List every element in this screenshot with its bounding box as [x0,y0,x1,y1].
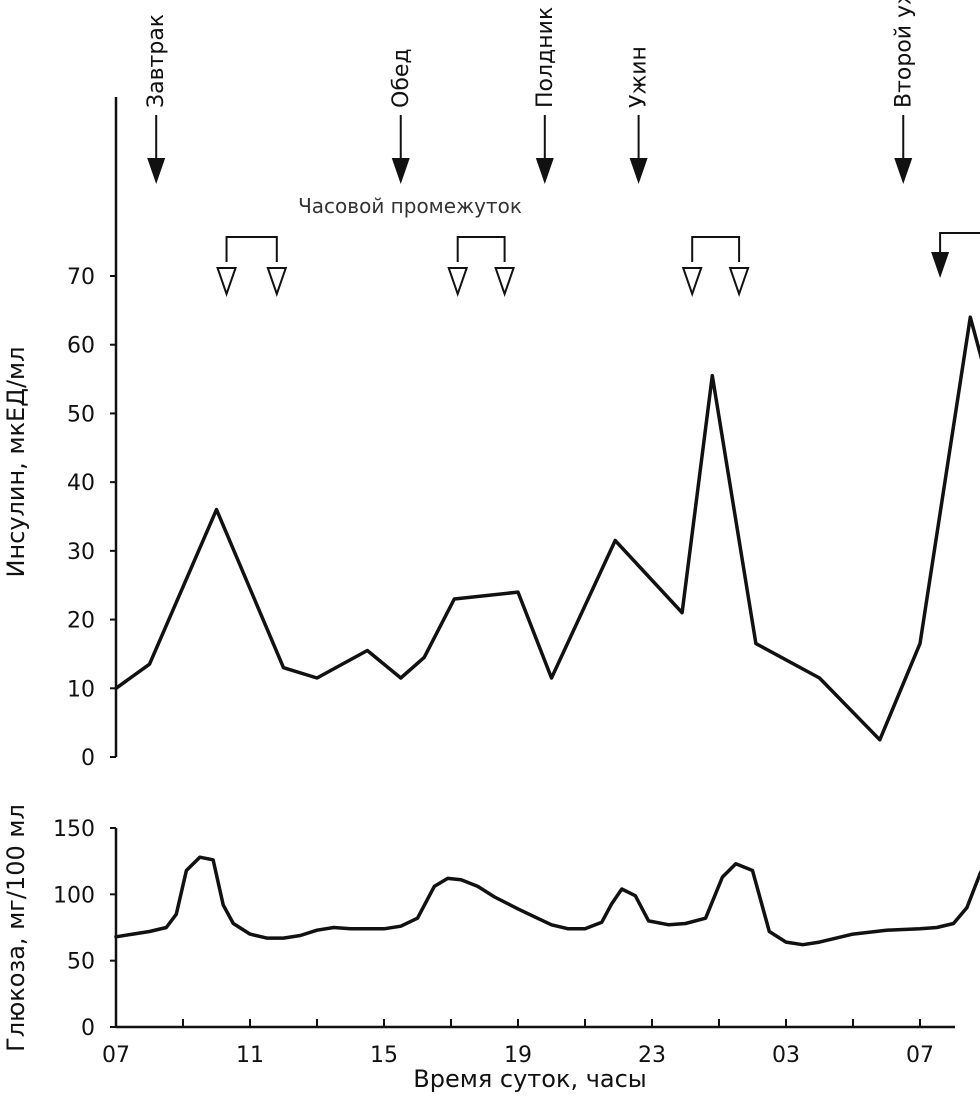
snack-arrow-icon [728,267,750,298]
glucose-y-tick-label: 150 [53,817,95,842]
insulin-y-tick-label: 20 [67,609,95,634]
snack-arrow-icon [447,267,469,298]
meal-label: Обед [389,48,414,108]
insulin-y-tick-label: 30 [67,540,95,565]
insulin-y-tick-label: 40 [67,471,95,496]
meal-label: Завтрак [144,14,169,108]
glucose-y-axis-title: Глюкоза, мг/100 мл [2,804,30,1052]
snack-interval-label: Часовой промежуток [298,194,522,218]
snack-arrow-icon [681,267,703,298]
insulin-axes: 0 10 20 30 40 50 60 70 Инсулин, мкЕД/мл [2,97,118,771]
insulin-y-axis-title: Инсулин, мкЕД/мл [2,347,30,578]
insulin-y-tick-label: 70 [67,265,95,290]
insulin-y-tick-label: 60 [67,334,95,359]
meal-arrow-icon [629,158,648,184]
glucose-y-tick-label: 50 [67,950,95,975]
snack-arrow-icon [494,267,516,298]
glucose-x-tick-label: 03 [772,1043,800,1068]
glucose-y-tick-label: 100 [53,883,95,908]
meal-arrow-icon [535,158,554,184]
meal-label: Полдник [533,7,558,108]
events-annotations: Завтрак Обед Полдник Ужин Второй ужин Часовой… [144,0,980,298]
glucose-x-tick-label: 07 [102,1043,130,1068]
glucose-y-tick-label: 0 [81,1016,95,1041]
sleep-arrow-icon [931,252,950,278]
glucose-x-tick-label: 15 [370,1043,398,1068]
glucose-axes: 0 50 100 150 07 11 15 19 23 03 07 Глюкоза, мг/100… [2,804,955,1093]
glucose-line [114,855,980,947]
glucose-x-tick-label: 23 [638,1043,666,1068]
glucose-x-tick-label: 11 [236,1043,264,1068]
insulin-y-tick-label: 50 [67,402,95,427]
insulin-series [114,315,980,742]
insulin-y-tick-label: 10 [67,677,95,702]
glucose-x-tick-label: 19 [504,1043,532,1068]
snack-bracket [456,236,506,262]
insulin-y-tick-label: 0 [81,746,95,771]
snack-bracket [225,236,278,262]
sleep-bracket [939,232,980,256]
meal-arrow-icon [147,158,166,184]
x-axis-title: Время суток, часы [413,1065,646,1093]
snack-bracket [691,236,741,262]
glucose-series [114,855,980,947]
meal-label: Второй ужин [891,0,916,108]
snack-arrow-icon [216,267,237,298]
insulin-line [114,315,980,742]
meal-label: Ужин [627,46,652,108]
glucose-x-tick-label: 07 [906,1043,934,1068]
snack-arrow-icon [266,267,288,298]
meal-arrow-icon [894,158,913,184]
meal-arrow-icon [391,158,410,184]
